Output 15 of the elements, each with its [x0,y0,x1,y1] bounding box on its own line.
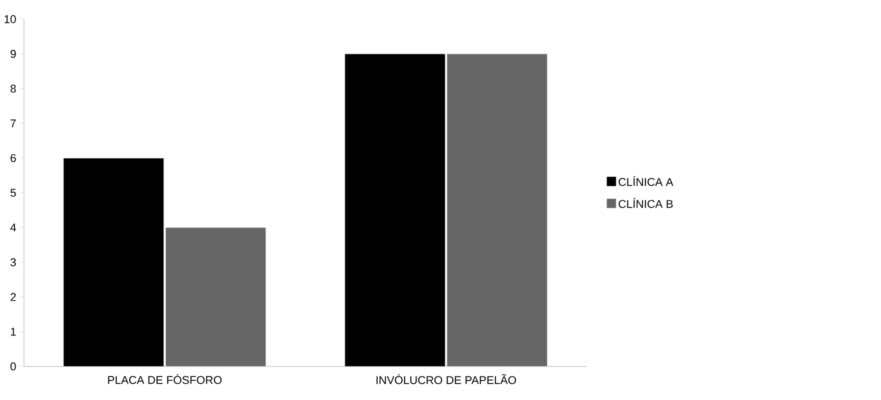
legend-label: CLÍNICA B [618,198,673,208]
y-tick-label: 5 [10,188,16,197]
x-tick-label: INVÓLUCRO DE PAPELÃO [376,374,516,384]
y-tick-label: 4 [10,223,16,232]
y-tick-label: 0 [10,362,16,370]
y-tick-label: 1 [10,328,16,336]
legend-label: CLÍNICA A [618,176,674,186]
y-tick-label: 3 [10,258,16,266]
y-tick-label: 2 [10,292,16,301]
y-tick-label: 7 [10,119,16,128]
y-tick-label: 8 [10,84,16,92]
y-tick-label: 6 [10,154,16,162]
x-tick-label: PLACA DE FÓSFORO [108,374,222,384]
y-tick-label: 9 [10,50,16,58]
y-tick-label: 10 [4,14,16,23]
